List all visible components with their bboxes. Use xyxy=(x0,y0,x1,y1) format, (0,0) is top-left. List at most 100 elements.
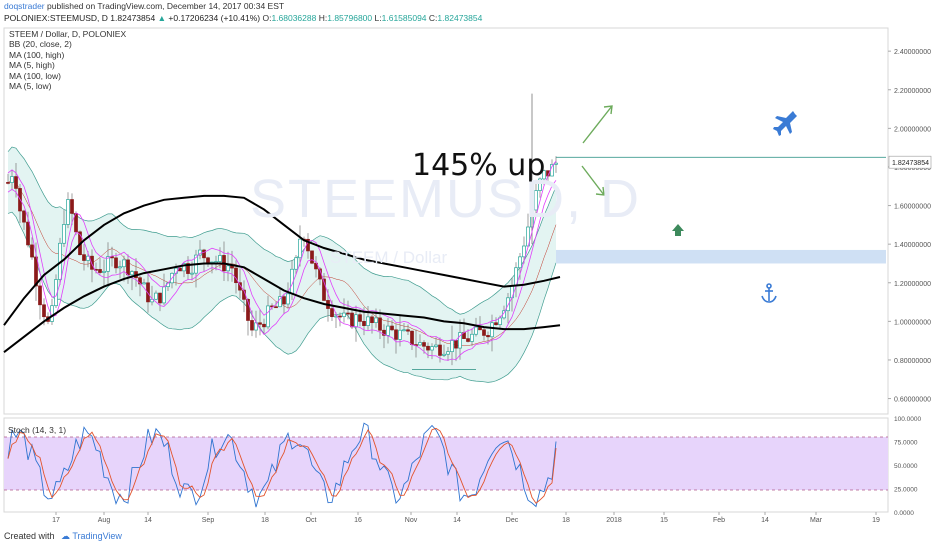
stoch-tick-label: 0.0000 xyxy=(894,510,914,517)
time-tick-label: Feb xyxy=(713,517,725,524)
candle-body xyxy=(214,261,218,263)
ma100-low-line xyxy=(3,262,561,353)
candle-body xyxy=(102,270,106,273)
ma100-lines xyxy=(3,194,561,353)
candle-body xyxy=(14,176,18,189)
candle-body xyxy=(98,269,102,273)
stoch-k-line xyxy=(7,422,557,508)
candle-body xyxy=(34,256,38,287)
price-tick-label: 0.60000000 xyxy=(894,397,931,404)
candle-body xyxy=(418,342,422,346)
legend-series[interactable]: STEEM / Dollar, D, POLONIEX xyxy=(9,29,127,39)
open-label: O: xyxy=(262,13,272,23)
price-tick-label: 2.20000000 xyxy=(894,88,931,95)
candle-body xyxy=(122,259,126,268)
stoch-tick-label: 75.0000 xyxy=(894,440,918,447)
footer: Created with ☁ TradingView xyxy=(4,531,122,542)
candle-body xyxy=(90,255,94,270)
price-tick-label: 2.00000000 xyxy=(894,126,931,133)
horizontal-levels xyxy=(412,156,886,371)
time-tick-label: 17 xyxy=(52,517,60,524)
candle-body xyxy=(30,244,34,258)
candle-body xyxy=(94,268,98,271)
symbol-label[interactable]: POLONIEX:STEEMUSD, D xyxy=(4,13,108,23)
candle-body xyxy=(366,316,370,326)
time-tick-label: Aug xyxy=(98,517,111,524)
candle-body xyxy=(458,332,462,349)
candle-body xyxy=(410,330,414,345)
legend-ma5-high[interactable]: MA (5, high) xyxy=(9,60,55,71)
price-tick-label: 1.20000000 xyxy=(894,281,931,288)
candle-body xyxy=(506,297,510,312)
ma5-high-line xyxy=(7,160,557,342)
time-tick-label: 18 xyxy=(261,517,269,524)
stoch-legend[interactable]: Stoch (14, 3, 1) xyxy=(8,425,67,435)
time-tick-label: 18 xyxy=(562,517,570,524)
candle-body xyxy=(66,199,70,225)
candles xyxy=(6,93,558,366)
low-value: 1.61585094 xyxy=(381,13,427,23)
legend-ma100-low[interactable]: MA (100, low) xyxy=(9,70,61,81)
legend-ma5-low[interactable]: MA (5, low) xyxy=(9,81,52,92)
candle-body xyxy=(382,329,386,336)
legend-bb[interactable]: BB (20, close, 2) xyxy=(9,39,72,50)
candle-body xyxy=(62,224,66,244)
candle-body xyxy=(446,351,450,355)
candle-body xyxy=(554,162,558,165)
candle-body xyxy=(274,306,278,309)
candle-body xyxy=(146,282,150,303)
publish-text: published on TradingView.com, December 1… xyxy=(47,1,285,11)
ma5-lines xyxy=(7,160,557,361)
time-axis[interactable]: 17 Aug 14 Sep 18 Oct 16 Nov 14 Dec 18 2018 15 Feb 14 Ma… xyxy=(52,512,880,524)
time-tick-label: Mar xyxy=(810,517,823,524)
candle-body xyxy=(198,249,202,256)
candle-body xyxy=(510,285,514,299)
ma5-low-line xyxy=(7,180,557,361)
tradingview-brand: TradingView xyxy=(72,531,122,541)
author-link[interactable]: doqstrader xyxy=(4,1,45,11)
candle-body xyxy=(398,329,402,340)
candle-body xyxy=(350,312,354,328)
arrow-down-right-icon xyxy=(581,165,605,196)
tradingview-logo[interactable]: ☁ TradingView xyxy=(61,531,122,541)
candle-body xyxy=(434,344,438,347)
candle-body xyxy=(238,282,242,291)
indicator-legend: STEEM / Dollar, D, POLONIEX BB (20, clos… xyxy=(9,29,126,91)
time-tick-label: Oct xyxy=(306,517,317,524)
candle-body xyxy=(154,292,158,300)
anchor-icon xyxy=(761,283,777,303)
stoch-axis[interactable]: 100.0000 75.0000 50.0000 25.0000 0.0000 xyxy=(894,416,921,517)
ma100-high-line xyxy=(3,194,561,326)
candle-body xyxy=(298,238,302,259)
candle-body xyxy=(346,312,350,315)
legend-ma100-high[interactable]: MA (100, high) xyxy=(9,49,65,60)
candle-body xyxy=(202,249,206,259)
candle-body xyxy=(190,272,194,275)
symbol-ohlc-line: POLONIEX:STEEMUSD, D 1.82473854 ▲ +0.172… xyxy=(4,13,482,23)
candle-body xyxy=(258,322,262,325)
candle-body xyxy=(422,342,426,347)
candle-body xyxy=(470,333,474,342)
candle-body xyxy=(394,329,398,340)
candle-body xyxy=(182,263,186,272)
price-axis[interactable]: 2.400000002.200000002.000000001.80000000… xyxy=(888,49,932,404)
candle-body xyxy=(474,326,478,335)
price-tick-label: 2.40000000 xyxy=(894,49,931,56)
candle-body xyxy=(162,286,166,304)
candle-body xyxy=(22,210,26,223)
candle-body xyxy=(402,329,406,332)
candle-body xyxy=(226,265,230,272)
bb-area xyxy=(8,147,556,383)
candle-body xyxy=(354,314,358,328)
open-value: 1.68036288 xyxy=(271,13,317,23)
stoch-tick-label: 25.0000 xyxy=(894,487,918,494)
stoch-lines xyxy=(7,422,557,508)
candle-body xyxy=(282,296,286,305)
candle-body xyxy=(438,344,442,356)
candle-body xyxy=(42,304,46,318)
candle-body xyxy=(494,322,498,325)
candle-body xyxy=(426,345,430,351)
candle-body xyxy=(430,346,434,351)
annotation-145-up[interactable]: 145% up xyxy=(412,148,546,183)
